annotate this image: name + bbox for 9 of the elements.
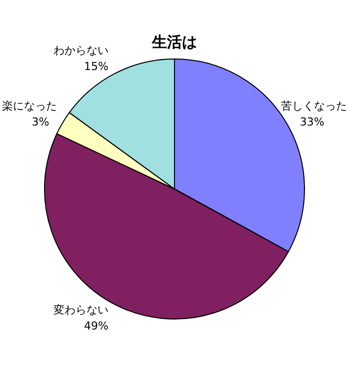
data-label: 15% (84, 60, 108, 74)
data-label: 49% (84, 320, 108, 333)
slice-label: 楽になった (2, 100, 57, 113)
data-label: 3% (32, 116, 50, 129)
slice-label: 苦しくなった (281, 100, 347, 113)
slice-label: 変わらない (53, 304, 108, 317)
chart-title: 生活は (151, 32, 197, 51)
data-label: 33% (300, 116, 324, 129)
slice-label: わからない (53, 44, 108, 58)
